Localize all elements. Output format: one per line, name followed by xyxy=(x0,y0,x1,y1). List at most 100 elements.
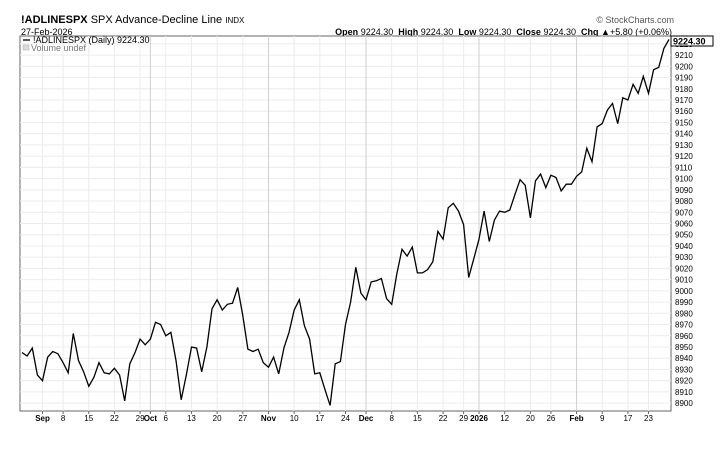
y-tick-label: 9110 xyxy=(675,163,693,172)
data-point xyxy=(98,362,99,363)
data-point xyxy=(643,76,644,77)
x-tick-label: 8 xyxy=(61,414,66,423)
data-point xyxy=(519,179,520,180)
data-point xyxy=(57,353,58,354)
y-tick-label: 9200 xyxy=(675,62,693,71)
data-point xyxy=(32,348,33,349)
open-value: 9224.30 xyxy=(360,27,394,37)
x-tick-label: 2026 xyxy=(470,414,488,423)
x-tick-label: 17 xyxy=(315,414,324,423)
y-tick-label: 9080 xyxy=(675,197,693,206)
data-point xyxy=(371,281,372,282)
data-point xyxy=(381,278,382,279)
data-point xyxy=(211,308,212,309)
y-axis: 8900 8910 8920 8930 8940 8950 8960 8970 8980 8990… xyxy=(675,40,693,408)
y-tick-label: 9040 xyxy=(675,242,693,251)
y-tick-label: 9140 xyxy=(675,130,693,139)
x-tick-label: 29 xyxy=(459,414,468,423)
y-tick-label: 8970 xyxy=(675,321,693,330)
y-tick-label: 9010 xyxy=(675,276,693,285)
data-point xyxy=(504,212,505,213)
data-point xyxy=(155,322,156,323)
x-tick-label: 17 xyxy=(623,414,632,423)
y-tick-label: 8940 xyxy=(675,354,693,363)
data-point xyxy=(201,371,202,372)
data-point xyxy=(232,303,233,304)
data-point xyxy=(150,339,151,340)
data-point xyxy=(42,380,43,381)
data-point xyxy=(273,357,274,358)
data-point xyxy=(160,324,161,325)
x-tick-label: 22 xyxy=(439,414,448,423)
data-point xyxy=(448,207,449,208)
y-tick-label: 9210 xyxy=(675,51,693,60)
data-point xyxy=(309,339,310,340)
data-point xyxy=(550,175,551,176)
open-label: Open xyxy=(335,27,359,37)
data-point xyxy=(263,362,264,363)
symbol-ticker: !ADLINESPX xyxy=(21,14,88,26)
data-point xyxy=(145,344,146,345)
data-point xyxy=(350,301,351,302)
data-point xyxy=(165,335,166,336)
data-point xyxy=(252,351,253,352)
y-tick-label: 9180 xyxy=(675,85,693,94)
data-point xyxy=(463,224,464,225)
data-point xyxy=(288,332,289,333)
data-point xyxy=(602,123,603,124)
x-tick-label: 8 xyxy=(389,414,394,423)
data-point xyxy=(591,161,592,162)
data-point xyxy=(566,184,567,185)
data-point xyxy=(47,357,48,358)
data-point xyxy=(227,304,228,305)
data-point xyxy=(663,48,664,49)
data-point xyxy=(484,211,485,212)
data-point xyxy=(555,177,556,178)
data-point xyxy=(612,103,613,104)
data-point xyxy=(360,293,361,294)
data-point xyxy=(376,280,377,281)
data-point xyxy=(561,190,562,191)
data-point xyxy=(437,231,438,232)
data-point xyxy=(597,126,598,127)
x-tick-label: Feb xyxy=(569,414,583,423)
data-point xyxy=(294,309,295,310)
x-tick-label: 27 xyxy=(238,414,247,423)
data-point xyxy=(329,405,330,406)
y-tick-label: 9130 xyxy=(675,141,693,150)
data-point xyxy=(632,84,633,85)
data-point xyxy=(422,272,423,273)
data-point xyxy=(222,309,223,310)
data-point xyxy=(283,348,284,349)
x-tick-label: 20 xyxy=(213,414,222,423)
y-tick-label: 9030 xyxy=(675,253,693,262)
high-value: 9224.30 xyxy=(420,27,454,37)
data-point xyxy=(68,372,69,373)
data-point xyxy=(170,332,171,333)
data-point xyxy=(345,324,346,325)
low-value: 9224.30 xyxy=(478,27,512,37)
data-point xyxy=(473,258,474,259)
data-point xyxy=(175,360,176,361)
data-point xyxy=(617,123,618,124)
data-point xyxy=(340,361,341,362)
data-point xyxy=(442,239,443,240)
stockcharts-credit[interactable]: © StockCharts.com xyxy=(596,15,674,25)
data-point xyxy=(668,39,669,40)
data-point xyxy=(581,171,582,172)
data-point xyxy=(37,374,38,375)
y-tick-label: 9170 xyxy=(675,96,693,105)
data-point xyxy=(540,173,541,174)
y-tick-label: 8990 xyxy=(675,298,693,307)
x-tick-label: 29 xyxy=(136,414,145,423)
data-point xyxy=(499,211,500,212)
data-point xyxy=(653,69,654,70)
y-tick-label: 9000 xyxy=(675,287,693,296)
data-point xyxy=(417,272,418,273)
x-tick-label: 10 xyxy=(290,414,299,423)
y-tick-label: 9100 xyxy=(675,175,693,184)
x-tick-label: 13 xyxy=(187,414,196,423)
close-value: 9224.30 xyxy=(543,27,576,37)
data-point xyxy=(489,241,490,242)
